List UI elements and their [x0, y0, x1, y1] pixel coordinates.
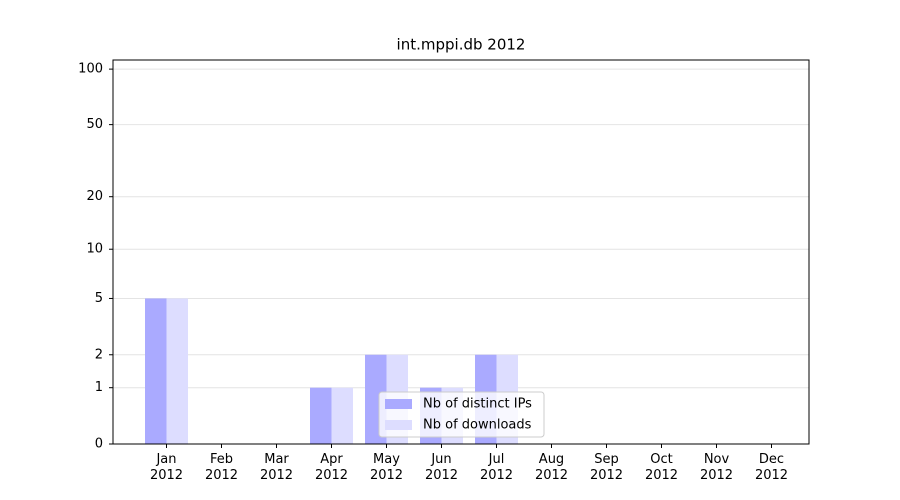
legend-swatch: [385, 420, 412, 430]
y-tick-label: 5: [95, 291, 103, 306]
y-tick-label: 50: [86, 117, 103, 132]
x-tick-label: Oct 2012: [644, 452, 679, 483]
legend: Nb of distinct IPs Nb of downloads: [378, 391, 545, 438]
chart-title: int.mppi.db 2012: [397, 36, 526, 54]
x-tick-label: Feb 2012: [204, 452, 239, 483]
y-tick-label: 10: [86, 242, 103, 257]
x-tick-label: Jul 2012: [479, 452, 514, 483]
bar: [145, 298, 167, 444]
x-tick-label: Dec 2012: [754, 452, 789, 483]
x-tick-label: Apr 2012: [314, 452, 349, 483]
x-tick-label: May 2012: [369, 452, 404, 483]
x-tick-label: Nov 2012: [699, 452, 734, 483]
x-tick-label: Mar 2012: [259, 452, 294, 483]
legend-swatch: [385, 399, 412, 409]
bar: [166, 298, 188, 444]
x-tick-label: Jun 2012: [424, 452, 459, 483]
y-tick-label: 0: [95, 437, 103, 452]
bar: [310, 387, 332, 444]
x-tick-label: Aug 2012: [534, 452, 569, 483]
x-tick-label: Sep 2012: [589, 452, 624, 483]
y-tick-label: 1: [95, 380, 103, 395]
legend-label: Nb of distinct IPs: [423, 397, 532, 412]
y-tick-label: 2: [95, 347, 103, 362]
x-tick-label: Jan 2012: [149, 452, 184, 483]
legend-label: Nb of downloads: [423, 418, 532, 433]
bar: [331, 387, 353, 444]
y-tick-label: 20: [86, 189, 103, 204]
legend-frame: [378, 391, 545, 438]
y-tick-label: 100: [78, 62, 103, 77]
plot-frame: [112, 59, 810, 445]
